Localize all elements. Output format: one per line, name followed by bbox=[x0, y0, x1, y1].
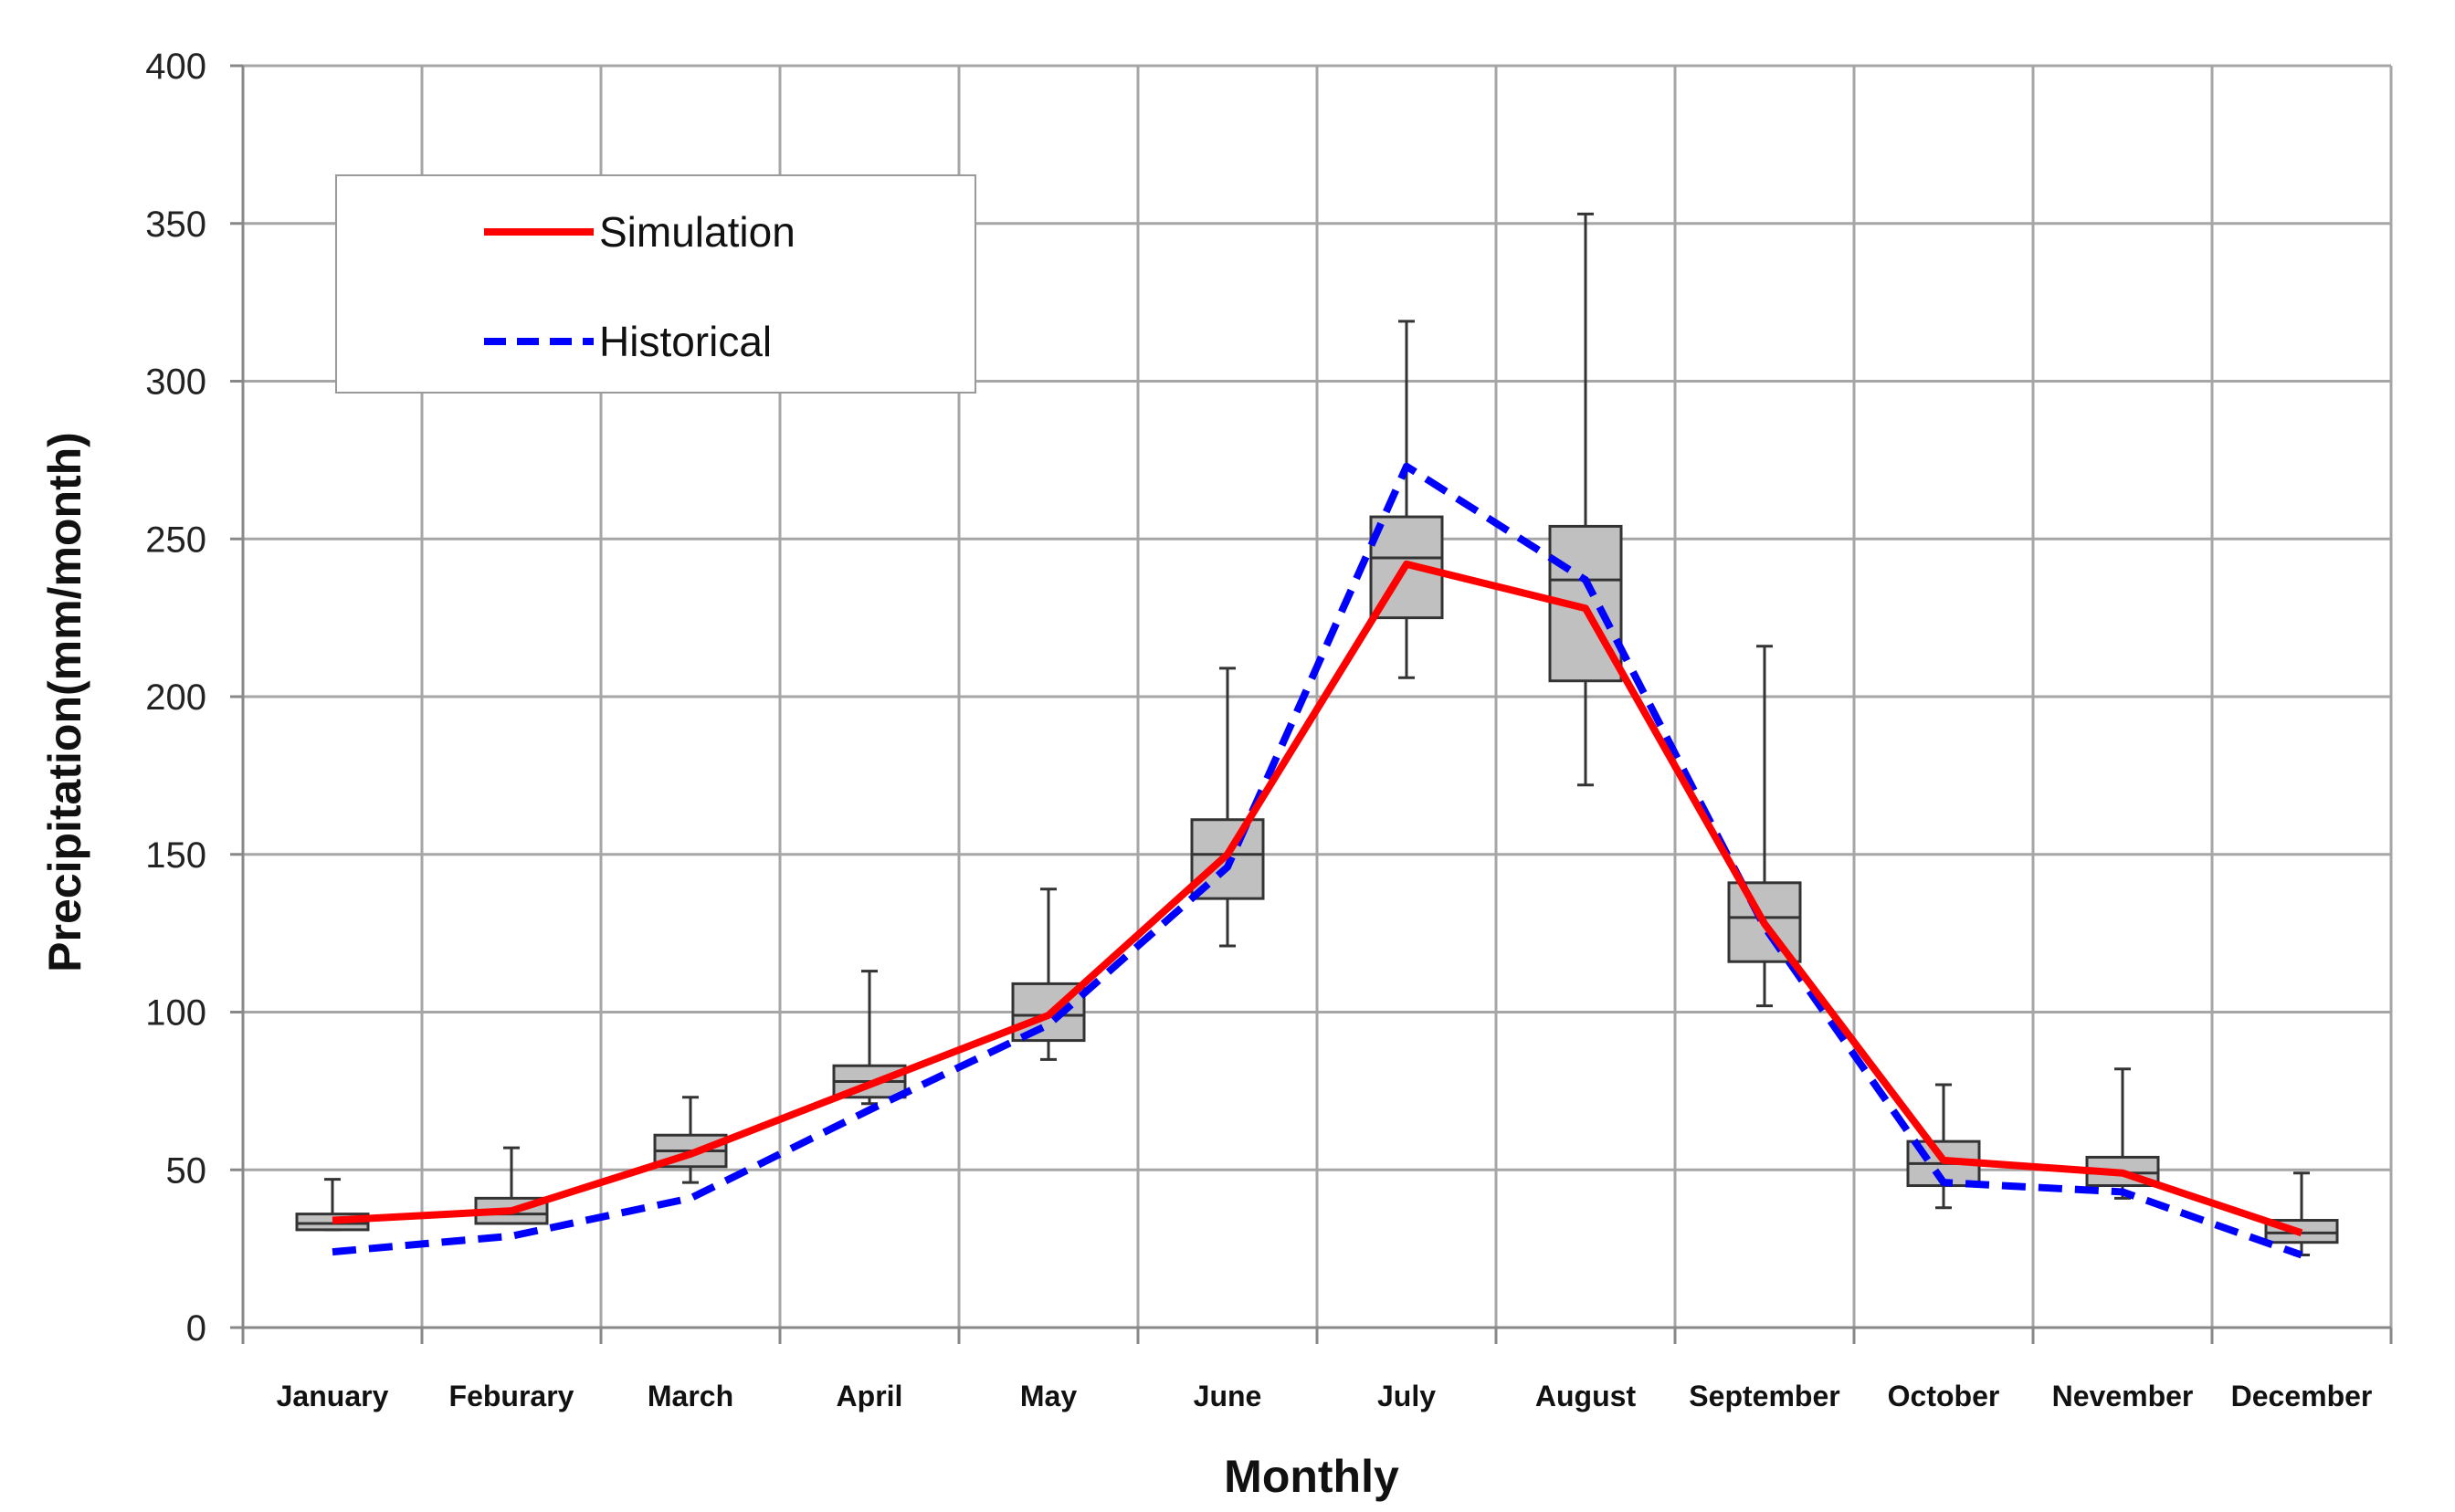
x-tick-label-march: March bbox=[648, 1380, 733, 1412]
x-tick-label-august: August bbox=[1535, 1380, 1637, 1412]
series-line-historical bbox=[332, 462, 2303, 1259]
y-tick-label-150: 150 bbox=[145, 835, 206, 876]
y-tick-label-50: 50 bbox=[166, 1150, 207, 1191]
x-tick-label-december: December bbox=[2231, 1380, 2373, 1412]
x-tick-label-may: May bbox=[1020, 1380, 1077, 1412]
y-tick-label-100: 100 bbox=[145, 993, 206, 1034]
boxplot-december bbox=[2264, 1171, 2339, 1257]
x-tick-label-june: June bbox=[1194, 1380, 1262, 1412]
series-layer bbox=[332, 462, 2303, 1259]
x-tick-label-nevember: Nevember bbox=[2052, 1380, 2194, 1412]
legend: Simulation Historical bbox=[335, 174, 976, 394]
boxplot-january bbox=[295, 1178, 370, 1232]
y-axis-title: Precipitation(mm/month) bbox=[39, 432, 90, 972]
y-tick-label-300: 300 bbox=[145, 362, 206, 403]
x-tick-label-september: September bbox=[1689, 1380, 1839, 1412]
x-axis-title: Monthly bbox=[1224, 1451, 1399, 1502]
y-tick-label-200: 200 bbox=[145, 677, 206, 718]
boxplot-august bbox=[1548, 212, 1623, 787]
boxplot-september bbox=[1727, 645, 1802, 1008]
axis-layer: 0 50 100 150 200 250 300 350 400 January Feburary M… bbox=[145, 47, 2393, 1412]
x-tick-label-july: July bbox=[1377, 1380, 1436, 1412]
legend-historical-label: Historical bbox=[599, 318, 772, 365]
x-tick-label-april: April bbox=[837, 1380, 903, 1412]
legend-box bbox=[335, 174, 976, 394]
x-tick-label-feburary: Feburary bbox=[449, 1380, 574, 1412]
series-line-simulation bbox=[332, 560, 2303, 1237]
y-tick-label-400: 400 bbox=[145, 47, 206, 87]
legend-simulation-label: Simulation bbox=[599, 208, 796, 256]
x-tick-label-october: October bbox=[1888, 1380, 2000, 1412]
x-tick-label-january: January bbox=[277, 1380, 389, 1412]
y-tick-label-0: 0 bbox=[186, 1308, 206, 1349]
y-tick-label-250: 250 bbox=[145, 520, 206, 560]
y-tick-label-350: 350 bbox=[145, 205, 206, 245]
boxplot-box-may bbox=[1011, 982, 1086, 1043]
boxplot-july bbox=[1369, 320, 1444, 679]
